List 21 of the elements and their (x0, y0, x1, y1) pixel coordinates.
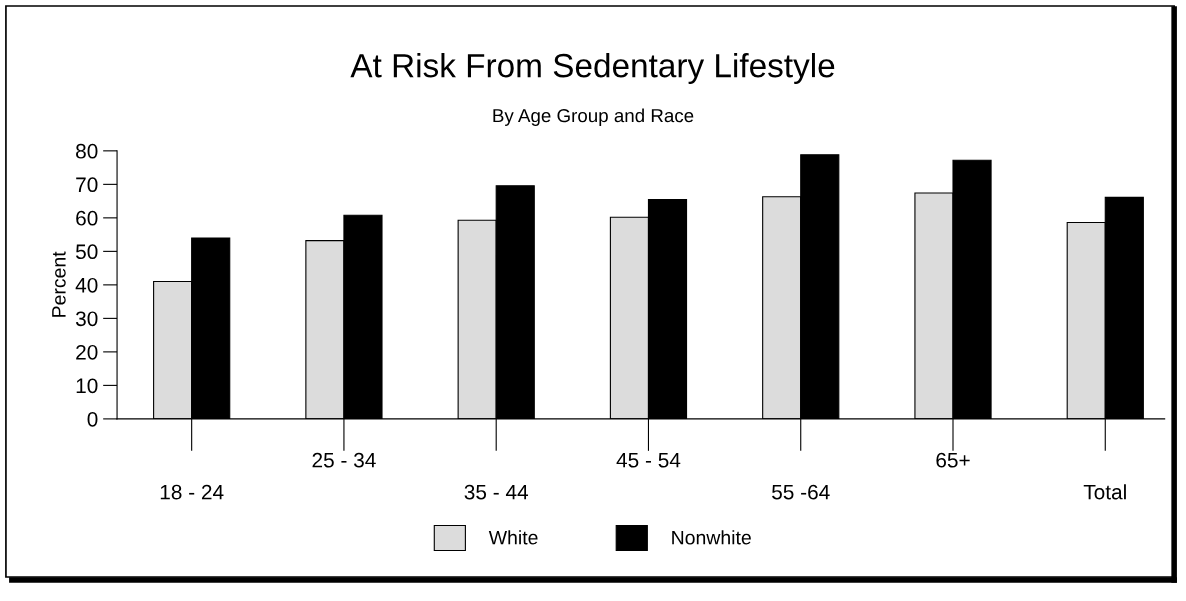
y-tick-label: 50 (75, 244, 98, 260)
x-tick-label: 35 - 44 (464, 484, 529, 500)
y-tick-label: 80 (76, 143, 98, 159)
x-tick-label: 65+ (936, 452, 970, 468)
y-tick-label: 40 (75, 277, 98, 293)
y-tick-label: 70 (76, 177, 98, 193)
x-tick-label: 45 - 54 (616, 453, 681, 468)
x-tick-label: 25 - 34 (312, 452, 376, 468)
chart-title: At Risk From Sedentary Lifestyle (350, 52, 835, 85)
legend-label: Nonwhite (672, 530, 751, 545)
x-tick-label: Total (1083, 484, 1126, 500)
y-tick-label: 10 (76, 378, 98, 394)
legend-label: White (488, 530, 538, 545)
y-tick-label: 30 (75, 311, 98, 327)
y-axis-title: Percent (52, 251, 66, 317)
y-tick-label: 20 (76, 344, 98, 360)
x-tick-label: 18 - 24 (160, 484, 224, 500)
y-tick-label: 60 (76, 210, 98, 226)
x-tick-label: 55 -64 (772, 484, 830, 500)
y-tick-label: 0 (87, 411, 98, 427)
chart-subtitle: By Age Group and Race (493, 108, 694, 126)
